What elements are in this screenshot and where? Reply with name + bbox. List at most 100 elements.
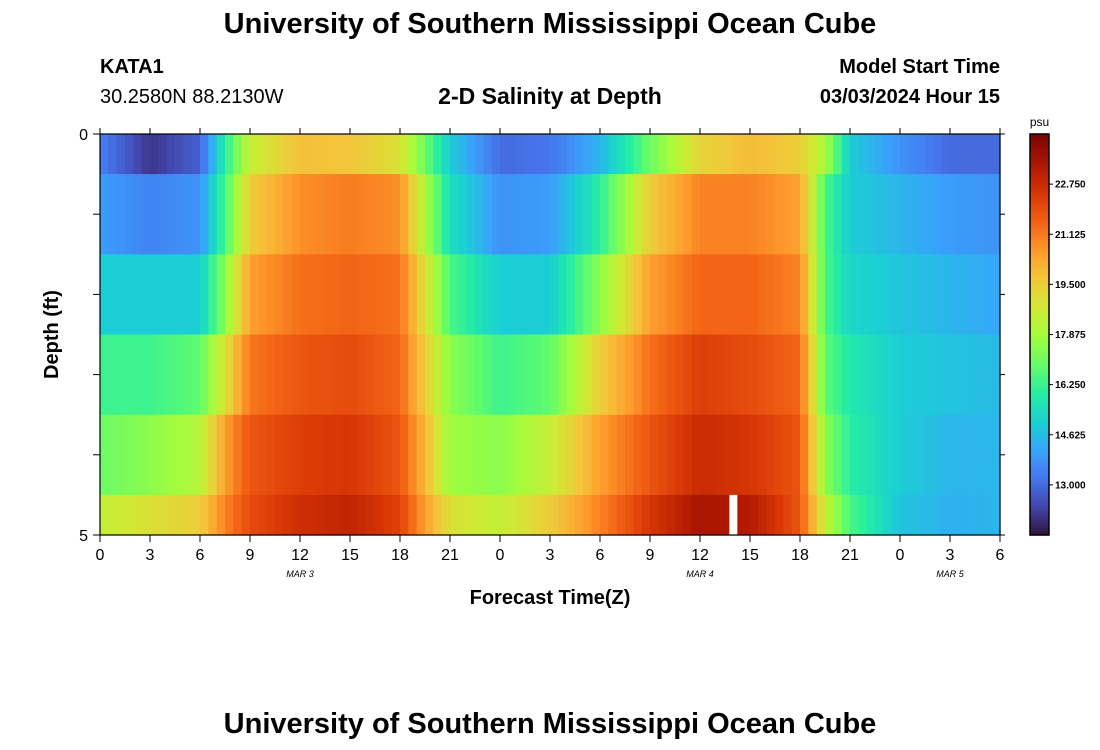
colorbar-segment [1030,174,1049,178]
heatmap-cell [583,254,593,336]
heatmap-cell [691,334,701,416]
heatmap-cell [341,174,351,255]
heatmap-cell [100,254,109,336]
heatmap-cell [366,254,376,336]
heatmap-cell [150,134,159,175]
heatmap-cell [400,254,409,336]
colorbar-segment [1030,144,1049,148]
heatmap-cell [858,414,868,496]
heatmap-cell [358,134,368,175]
heatmap-cell [600,134,609,175]
colorbar-segment [1030,186,1049,190]
heatmap-cell [208,134,218,175]
colorbar-segment [1030,226,1049,230]
colorbar-segment [1030,457,1049,461]
heatmap-cell [283,494,293,536]
heatmap-cell [641,254,651,336]
heatmap-cell [425,334,434,416]
heatmap-cell [200,494,209,536]
heatmap-cell [483,494,493,536]
heatmap-cell [491,254,501,336]
heatmap-cell [541,414,551,496]
colorbar-segment [1030,437,1049,441]
colorbar-segment [1030,334,1049,338]
heatmap-cell [200,134,209,175]
heatmap-cell [441,134,451,175]
colorbar-segment [1030,309,1049,313]
heatmap-cell [425,494,434,536]
heatmap-cell [591,174,601,255]
colorbar-segment [1030,527,1049,531]
heatmap-cell [975,494,984,536]
heatmap-cell [991,254,1001,336]
heatmap-cell [450,134,459,175]
heatmap-cell [958,134,968,175]
colorbar-segment [1030,274,1049,278]
heatmap-cell [783,414,793,496]
heatmap-cell [800,494,809,536]
colorbar-segment [1030,522,1049,526]
colorbar-segment [1030,166,1049,170]
heatmap-cell [233,414,243,496]
heatmap-cell [983,254,993,336]
colorbar-segment [1030,402,1049,406]
heatmap-cell [925,254,934,336]
heatmap-cell [633,134,643,175]
heatmap-cell [700,174,709,255]
heatmap-cell [716,174,726,255]
colorbar-segment [1030,266,1049,270]
heatmap-cell [558,334,568,416]
heatmap-cell [258,134,268,175]
colorbar-segment [1030,387,1049,391]
heatmap-cell [991,174,1001,255]
heatmap-cell [533,494,543,536]
heatmap-cell [591,254,601,336]
heatmap-cell [683,414,693,496]
heatmap-cell [558,134,568,175]
colorbar-segment [1030,206,1049,210]
heatmap-cell [233,134,243,175]
heatmap-cell [550,134,559,175]
colorbar-segment [1030,194,1049,198]
heatmap-cell [250,494,259,536]
heatmap-cell [333,494,343,536]
heatmap-cell [266,414,276,496]
heatmap-cell [883,134,893,175]
colorbar-segment [1030,409,1049,413]
heatmap-cell [550,414,559,496]
colorbar-segment [1030,379,1049,383]
colorbar-segment [1030,161,1049,165]
colorbar-segment [1030,442,1049,446]
colorbar-segment [1030,181,1049,185]
heatmap-cell [275,494,284,536]
x-tick-label: 9 [246,547,255,564]
heatmap-cell [158,334,168,416]
heatmap-cell [725,414,734,496]
colorbar-segment [1030,286,1049,290]
heatmap-cell [116,494,126,536]
heatmap-cell [483,254,493,336]
colorbar-segment [1030,469,1049,473]
heatmap-cell [966,494,976,536]
heatmap-cell [633,414,643,496]
heatmap-cell [566,254,576,336]
x-tick-label: 0 [496,547,505,564]
heatmap-cell [625,174,634,255]
x-tick-label: 18 [391,547,409,564]
heatmap-cell [383,334,393,416]
heatmap-cell [283,414,293,496]
y-tick-label: 0 [79,127,88,144]
colorbar-segment [1030,164,1049,168]
colorbar-segment [1030,494,1049,499]
colorbar-segment [1030,389,1049,393]
colorbar-segment [1030,319,1049,323]
colorbar-segment [1030,189,1049,193]
colorbar-segment [1030,369,1049,373]
colorbar-segment [1030,367,1049,371]
heatmap-cell [350,254,359,336]
footer-title: University of Southern Mississippi Ocean… [223,708,877,740]
heatmap-cell [500,334,509,416]
colorbar-segment [1030,352,1049,356]
colorbar-segment [1030,291,1049,295]
colorbar-segment [1030,399,1049,403]
